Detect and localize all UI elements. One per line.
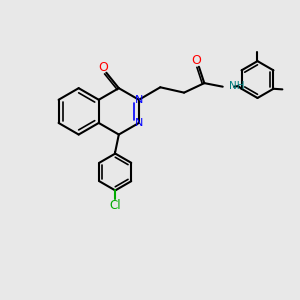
Text: N: N: [135, 118, 143, 128]
Text: O: O: [191, 54, 201, 67]
Text: Cl: Cl: [110, 199, 121, 212]
Text: NH: NH: [229, 81, 245, 91]
Text: N: N: [135, 95, 143, 105]
Text: O: O: [98, 61, 108, 74]
